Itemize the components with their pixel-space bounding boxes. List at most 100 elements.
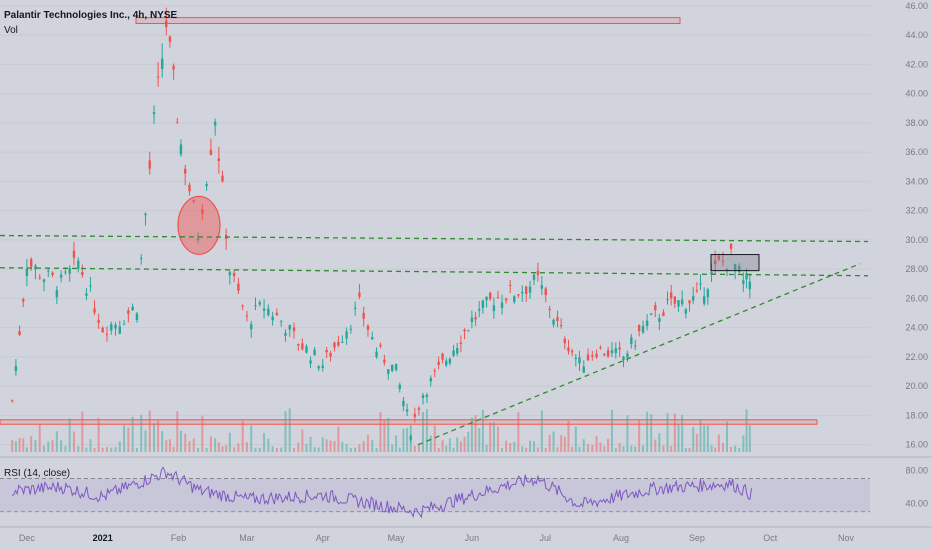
candle-body [614, 348, 618, 354]
volume-bar [366, 434, 369, 452]
volume-bar [97, 417, 100, 452]
candle-body [637, 324, 641, 332]
candle-body [77, 260, 80, 269]
volume-bar [646, 411, 649, 452]
volume-bar [748, 425, 751, 452]
volume-bar [662, 445, 665, 452]
candle-body [205, 184, 208, 187]
candle-body [409, 436, 412, 440]
volume-bar [317, 447, 320, 452]
candle-body [14, 365, 18, 372]
gap-circle [177, 195, 221, 255]
candle-body [630, 337, 633, 345]
candle-body [650, 313, 653, 315]
volume-bar [371, 439, 374, 452]
volume-bar [176, 411, 179, 452]
volume-bar [481, 409, 484, 452]
volume-bar [313, 447, 316, 452]
volume-bar [228, 432, 231, 452]
candle-body [713, 260, 717, 265]
volume-bar [441, 440, 444, 452]
candle-body [459, 342, 463, 345]
volume-bar [127, 427, 130, 452]
candle-body [463, 329, 466, 332]
candle-body [606, 350, 610, 357]
candle-body [114, 324, 117, 329]
candle-body [425, 394, 429, 398]
volume-bar [358, 444, 361, 452]
candle-body [578, 357, 581, 364]
volume-bar [293, 447, 296, 452]
candle-body [582, 366, 585, 373]
time-tick-label: Jul [539, 533, 551, 543]
volume-bar [345, 443, 348, 452]
candle-body [172, 65, 175, 70]
volume-bar [89, 439, 92, 452]
candle-body [496, 297, 500, 299]
candle-body [517, 294, 520, 296]
volume-bar [148, 410, 151, 452]
candle-body [559, 325, 563, 327]
volume-bar [263, 432, 266, 452]
volume-bar [429, 435, 432, 452]
volume-bar [703, 425, 706, 452]
volume-bar [275, 448, 278, 452]
candle-body [101, 327, 104, 333]
chart-title: Palantir Technologies Inc., 4h, NYSE [4, 10, 178, 21]
price-tick-label: 22.00 [905, 352, 928, 362]
volume-bar [172, 446, 175, 452]
volume-bar [587, 443, 590, 452]
time-tick-label: 2021 [93, 533, 113, 543]
time-tick-label: Oct [763, 533, 778, 543]
price-tick-label: 38.00 [905, 118, 928, 128]
volume-bar [321, 437, 324, 452]
volume-bar [630, 445, 633, 452]
candle-body [733, 264, 737, 271]
consolidation-box [710, 254, 760, 272]
volume-bar [11, 440, 14, 452]
candle-body [745, 273, 748, 280]
candle-body [232, 272, 236, 277]
volume-bar [742, 435, 745, 452]
price-tick-label: 18.00 [905, 410, 928, 420]
time-tick-label: Mar [239, 533, 255, 543]
volume-bar [591, 444, 594, 452]
candle-body [654, 305, 657, 310]
candle-body [481, 300, 485, 308]
candle-body [532, 274, 536, 280]
rsi-line [11, 466, 753, 519]
volume-bar [699, 419, 702, 452]
time-tick-label: Apr [316, 533, 330, 543]
candle-body [684, 309, 688, 314]
candle-body [485, 296, 488, 301]
volume-bar [517, 412, 520, 452]
rsi-tick-label: 40.00 [905, 498, 928, 508]
price-tick-label: 36.00 [905, 147, 928, 157]
candle-body [375, 351, 378, 357]
volume-bar [521, 446, 524, 452]
time-tick-label: Nov [838, 533, 855, 543]
volume-bar [157, 420, 160, 452]
candle-body [284, 333, 287, 336]
volume-label: Vol [4, 25, 18, 36]
candle-body [666, 298, 669, 300]
volume-bar [638, 420, 641, 452]
candle-body [72, 250, 76, 258]
price-tick-label: 42.00 [905, 59, 928, 69]
candle-body [677, 300, 680, 307]
candle-body [599, 347, 602, 349]
candle-body [706, 289, 710, 298]
volume-bar [123, 425, 126, 452]
volume-bar [603, 446, 606, 452]
volume-bar [301, 429, 304, 452]
rsi-label: RSI (14, close) [4, 468, 71, 479]
candle-body [47, 270, 50, 272]
volume-bar [362, 441, 365, 452]
volume-bar [666, 413, 669, 452]
volume-bar [271, 446, 274, 452]
candle-body [118, 326, 122, 334]
candle-body [152, 112, 156, 115]
candle-body [504, 298, 508, 301]
